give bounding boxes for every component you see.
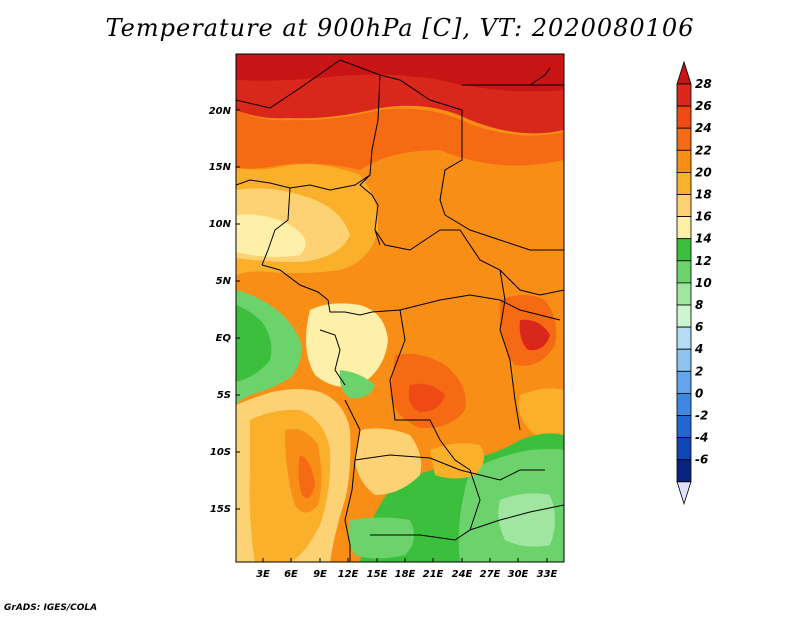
- colorbar-label: -4: [695, 431, 708, 445]
- country-borders: [236, 59, 564, 562]
- lon-label: 27E: [480, 569, 501, 580]
- colorbar-swatch: [676, 415, 692, 439]
- lat-label: 20N: [209, 106, 232, 117]
- colorbar-swatch: [676, 149, 692, 173]
- colorbar-swatch: [676, 370, 692, 394]
- lon-label: 9E: [313, 569, 327, 580]
- lon-label: 6E: [284, 569, 298, 580]
- map-title: Temperature at 900hPa [C], VT: 202008010…: [105, 14, 695, 42]
- colorbar-swatch: [676, 238, 692, 262]
- colorbar-label: 24: [695, 121, 712, 135]
- lat-label: 15S: [210, 504, 231, 515]
- map-frame: [235, 53, 565, 563]
- colorbar-under-arrow: [676, 481, 692, 506]
- colorbar-label: 10: [695, 276, 712, 290]
- colorbar-swatch: [676, 437, 692, 461]
- colorbar-swatch: [676, 260, 692, 284]
- colorbar-swatch: [676, 304, 692, 328]
- lon-label: 30E: [508, 569, 529, 580]
- colorbar-label: 22: [695, 143, 712, 157]
- lat-label: 10S: [210, 447, 231, 458]
- lat-label: EQ: [216, 333, 232, 344]
- grads-credit: GrADS: IGES/COLA: [4, 603, 98, 613]
- longitude-labels: 3E 6E 9E 12E 15E 18E 21E 24E 27E 30E 33E: [256, 569, 557, 580]
- lon-label: 21E: [423, 569, 444, 580]
- colorbar-label: -6: [695, 453, 708, 467]
- colorbar-label: 4: [694, 342, 703, 356]
- colorbar-swatch: [676, 459, 692, 483]
- colorbar-label: 0: [695, 386, 703, 400]
- temperature-field: [236, 54, 564, 562]
- colorbar-label: -2: [695, 409, 708, 423]
- colorbar-swatch: [676, 171, 692, 195]
- colorbar-label: 8: [695, 298, 703, 312]
- lon-label: 33E: [537, 569, 558, 580]
- colorbar-label: 26: [695, 99, 712, 113]
- colorbar-label: 20: [695, 165, 712, 179]
- lat-label: 5N: [216, 276, 232, 287]
- colorbar-swatch: [676, 282, 692, 306]
- longitude-ticks: [262, 558, 548, 562]
- colorbar-swatch: [676, 326, 692, 350]
- colorbar-swatch: [676, 83, 692, 107]
- lon-label: 3E: [256, 569, 270, 580]
- lon-label: 18E: [395, 569, 416, 580]
- lat-label: 10N: [209, 219, 232, 230]
- lon-label: 15E: [367, 569, 388, 580]
- colorbar-swatch: [676, 127, 692, 151]
- colorbar-label: 16: [695, 210, 712, 224]
- lat-label: 15N: [209, 162, 232, 173]
- colorbar-swatch: [676, 194, 692, 218]
- lon-label: 24E: [452, 569, 473, 580]
- colorbar-label: 28: [695, 77, 712, 91]
- lon-label: 12E: [338, 569, 359, 580]
- latitude-ticks: [236, 109, 240, 510]
- lat-label: 5S: [217, 390, 231, 401]
- colorbar-swatch: [676, 392, 692, 416]
- colorbar-swatch: [676, 216, 692, 240]
- colorbar-label: 14: [695, 232, 712, 246]
- colorbar-label: 2: [695, 364, 703, 378]
- colorbar-over-arrow: [676, 60, 692, 85]
- latitude-labels: 20N 15N 10N 5N EQ 5S 10S 15S: [209, 106, 232, 515]
- colorbar-label: 6: [695, 320, 703, 334]
- colorbar-label: 12: [695, 254, 712, 268]
- colorbar-label: 18: [695, 188, 712, 202]
- colorbar-swatch: [676, 105, 692, 129]
- colorbar-swatch: [676, 348, 692, 372]
